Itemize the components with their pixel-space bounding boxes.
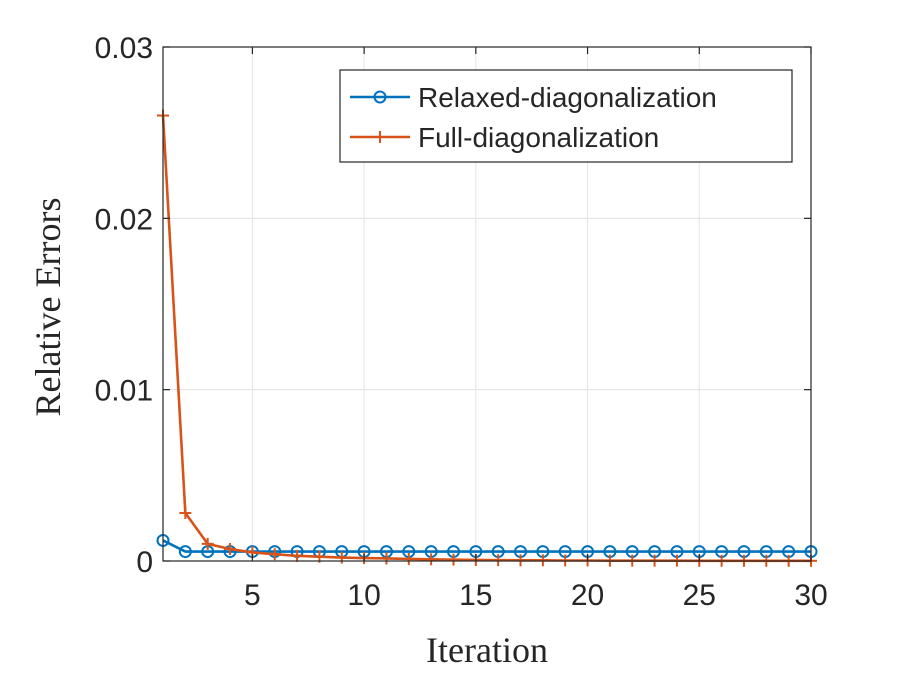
axes: 5 10 15 20 25 30 0 0.01 0.02 0.03 bbox=[95, 32, 828, 612]
data-point-marker bbox=[178, 545, 192, 559]
x-tick-label: 15 bbox=[459, 579, 492, 612]
data-point-marker bbox=[514, 554, 527, 567]
data-point-marker bbox=[492, 554, 505, 567]
plot-frame bbox=[162, 46, 812, 562]
x-tick-label: 5 bbox=[244, 579, 261, 612]
x-tick-label: 30 bbox=[794, 579, 827, 612]
legend-marker bbox=[374, 131, 386, 143]
y-tick-label: 0.02 bbox=[95, 203, 153, 236]
x-tick-label: 20 bbox=[571, 579, 604, 612]
x-axis-title: Iteration bbox=[426, 630, 548, 670]
legend-entry-0: Relaxed-diagonalization bbox=[350, 82, 717, 113]
data-point-marker bbox=[224, 543, 237, 556]
legend-label: Relaxed-diagonalization bbox=[418, 82, 717, 113]
data-point-marker bbox=[380, 552, 393, 565]
series-line-0 bbox=[162, 539, 811, 553]
x-tick-label: 25 bbox=[683, 579, 716, 612]
y-tick-label: 0 bbox=[136, 546, 153, 579]
y-tick-label: 0.03 bbox=[95, 32, 153, 65]
legend-label: Full-diagonalization bbox=[418, 122, 659, 153]
legend-box bbox=[339, 69, 793, 163]
legend-entry-1: Full-diagonalization bbox=[350, 122, 659, 153]
x-tick-label: 10 bbox=[347, 579, 380, 612]
legend-marker bbox=[373, 90, 387, 104]
data-point-marker bbox=[201, 537, 214, 550]
data-point-marker bbox=[268, 548, 281, 561]
data-point-marker bbox=[536, 554, 549, 567]
legend: Relaxed-diagonalization Full-diagonalizat… bbox=[339, 69, 793, 163]
data-point-marker bbox=[179, 507, 192, 520]
data-point-marker bbox=[447, 553, 460, 566]
data-point-marker bbox=[402, 552, 415, 565]
data-point-marker bbox=[291, 549, 304, 562]
y-axis-title: Relative Errors bbox=[28, 198, 68, 417]
y-tick-label: 0.01 bbox=[95, 375, 153, 408]
data-point-marker bbox=[425, 553, 438, 566]
